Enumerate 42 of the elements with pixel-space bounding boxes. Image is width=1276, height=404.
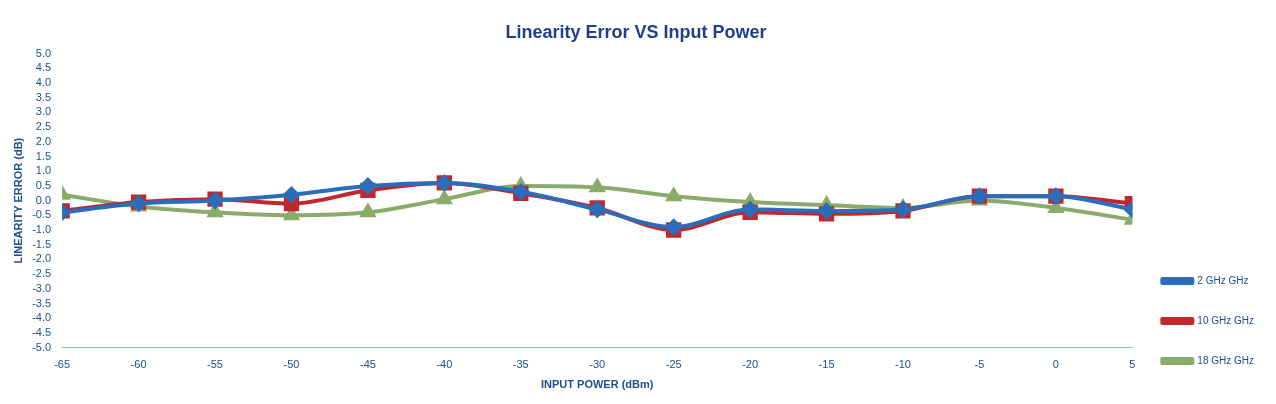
y-tick-label: 2.5 — [35, 120, 52, 133]
legend-label: 2 GHz GHz — [1197, 274, 1249, 286]
legend-label: 18 GHz GHz — [1197, 354, 1255, 366]
y-tick-label: 4.5 — [35, 61, 52, 74]
x-tick-label: -25 — [665, 358, 682, 371]
x-tick-label: -55 — [207, 358, 223, 371]
y-tick-label: 1.5 — [35, 149, 52, 162]
y-tick-label: -1.0 — [32, 223, 52, 236]
y-tick-label: -3.0 — [32, 281, 52, 294]
x-tick-label: -50 — [283, 358, 300, 371]
chart-title: Linearity Error VS Input Power — [505, 21, 767, 42]
x-tick-label: -30 — [589, 358, 606, 371]
legend-label: 10 GHz GHz — [1197, 314, 1255, 326]
y-tick-label: 3.0 — [35, 105, 52, 118]
y-tick-label: -2.5 — [32, 267, 52, 280]
x-tick-label: -35 — [512, 358, 529, 371]
y-tick-label: -5.0 — [32, 340, 52, 353]
y-tick-label: -4.0 — [32, 311, 52, 324]
y-tick-label: 2.0 — [35, 134, 52, 147]
y-tick-label: -0.5 — [32, 208, 52, 221]
x-tick-label: -60 — [130, 358, 147, 371]
x-tick-label: 5 — [1129, 358, 1136, 371]
y-tick-label: 0.0 — [35, 193, 52, 206]
x-tick-label: -65 — [54, 358, 71, 371]
y-axis-title: LINEARITY ERROR (dB) — [11, 137, 24, 264]
x-tick-label: -45 — [359, 358, 376, 371]
x-tick-label: 0 — [1052, 358, 1059, 371]
x-tick-label: -40 — [436, 358, 453, 371]
y-tick-label: 5.0 — [35, 46, 52, 59]
x-tick-label: -20 — [742, 358, 759, 371]
y-tick-label: 4.0 — [35, 76, 52, 89]
x-tick-label: -5 — [974, 358, 985, 371]
x-tick-label: -15 — [818, 358, 835, 371]
x-axis-title: INPUT POWER (dBm) — [541, 378, 654, 391]
y-tick-label: 3.5 — [35, 90, 52, 103]
y-tick-label: -2.0 — [32, 252, 52, 265]
y-tick-label: 0.5 — [35, 178, 52, 191]
y-tick-label: -1.5 — [32, 237, 52, 250]
y-tick-label: -4.5 — [32, 325, 52, 338]
x-tick-label: -10 — [895, 358, 911, 371]
y-tick-label: -3.5 — [32, 296, 52, 309]
y-tick-label: 1.0 — [35, 164, 52, 177]
